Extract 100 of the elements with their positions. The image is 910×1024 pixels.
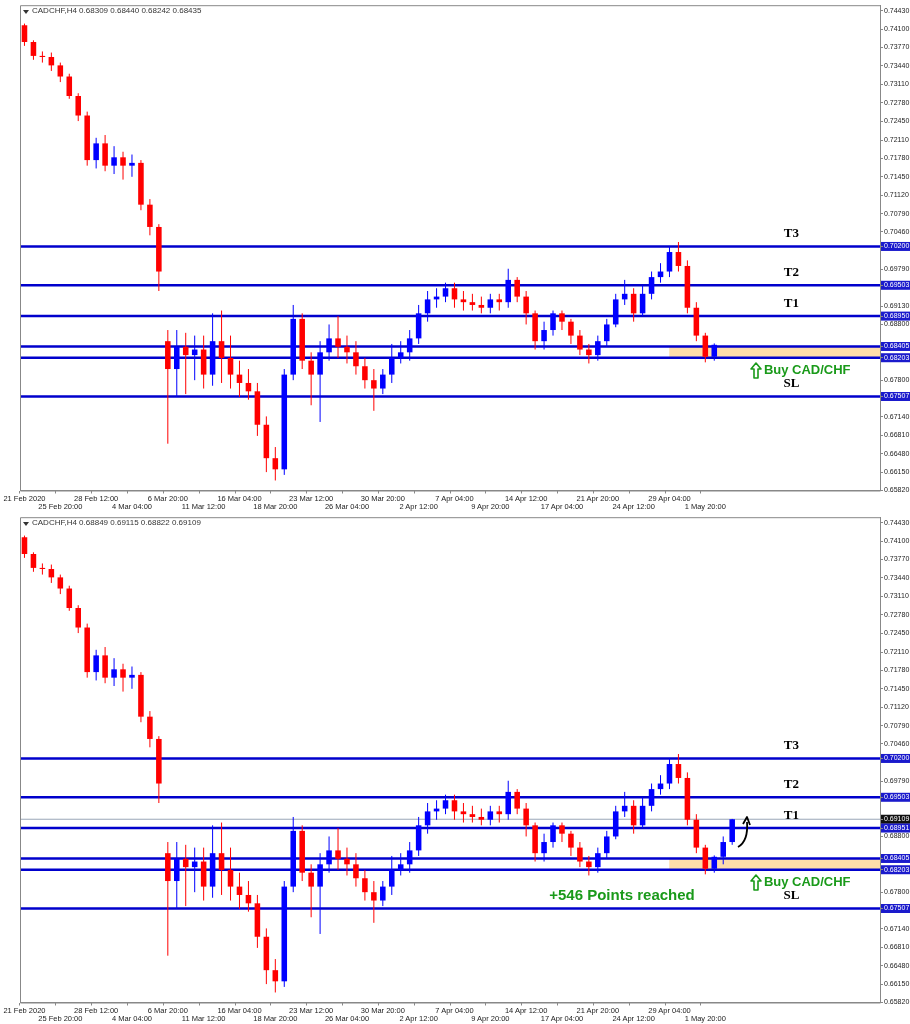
candlestick [227,335,234,390]
candlestick [550,822,556,849]
chart-title: CADCHF,H4 0.68309 0.68440 0.68242 0.68435 [32,6,203,16]
candlestick [30,39,37,61]
candlestick [30,551,37,573]
candlestick [147,198,153,236]
ref-line-label: T3 [783,225,800,241]
candlestick [308,351,314,406]
candlestick [595,847,601,874]
candlestick [102,646,108,684]
candlestick [21,535,28,559]
candlestick [308,863,314,918]
candlestick [586,855,592,876]
candlestick [460,290,467,312]
candlestick [173,329,180,398]
candlestick [380,880,386,907]
candlestick [666,757,673,790]
candlestick [388,855,395,896]
candlestick [514,788,520,815]
candlestick [397,852,404,876]
candlestick [460,802,467,824]
candlestick [595,335,601,362]
candlestick [514,276,520,303]
candlestick [129,154,135,178]
ref-line-label: T3 [783,737,800,753]
candlestick [93,649,99,681]
candlestick [406,329,413,362]
candlestick [603,830,610,860]
candlestick [568,830,574,857]
candlestick [675,241,682,273]
candlestick [577,329,583,356]
candlestick [75,604,82,634]
candlestick [335,315,341,359]
candlestick [227,847,234,902]
annotation: Buy CAD/CHF [763,874,851,890]
candlestick [424,802,431,835]
candlestick [371,368,377,412]
candlestick [406,841,413,874]
candlestick [541,321,547,351]
candlestick [353,852,359,888]
chart-title: CADCHF,H4 0.68849 0.69115 0.68822 0.69109 [32,518,202,528]
candlestick [720,835,727,865]
candlestick [487,293,494,314]
candlestick [505,780,512,821]
candlestick [66,585,73,612]
candlestick [353,340,359,376]
candlestick [568,318,574,345]
candlestick [559,822,565,843]
candlestick [111,657,117,687]
candlestick [371,880,377,924]
candlestick [111,145,117,175]
candlestick [424,290,431,323]
candlestick [523,802,529,837]
candlestick [380,368,386,395]
candlestick [317,852,323,935]
candlestick [21,23,28,47]
annotation: Buy CAD/CHF [763,362,851,378]
candlestick [559,310,565,331]
candlestick [182,332,189,395]
ref-line-label: T1 [783,806,800,822]
candlestick [442,282,449,303]
candlestick [218,822,225,896]
candlestick [335,827,341,871]
candlestick [675,753,682,785]
candlestick [173,841,180,910]
candlestick [550,310,556,337]
candlestick [182,844,189,907]
candlestick [648,271,655,300]
candlestick [120,663,126,693]
candlestick [523,290,529,325]
candlestick [57,62,64,83]
candlestick [57,574,64,595]
candlestick [129,666,135,690]
candlestick [541,833,547,863]
candlestick [218,310,225,384]
ref-line-label: T1 [783,294,800,310]
candlestick [147,710,153,748]
candlestick [388,343,395,384]
candlestick [102,134,108,172]
candlestick [326,835,332,874]
candlestick [577,841,583,868]
candlestick [344,847,350,876]
annotation: +546 Points reached [549,885,695,903]
candlestick [66,73,73,100]
candlestick [586,343,592,364]
candlestick [603,318,610,348]
candlestick [317,340,323,423]
candlestick [362,357,368,390]
candlestick [362,869,368,902]
ref-line-label: T2 [783,264,800,280]
candlestick [442,794,449,815]
candlestick [344,335,350,364]
candlestick [75,92,82,122]
candlestick [326,323,332,362]
candlestick [120,151,126,181]
candlestick [648,783,655,812]
ref-line-label: T2 [783,776,800,792]
candlestick [729,818,735,846]
candlestick [397,340,404,364]
candlestick [505,268,512,309]
